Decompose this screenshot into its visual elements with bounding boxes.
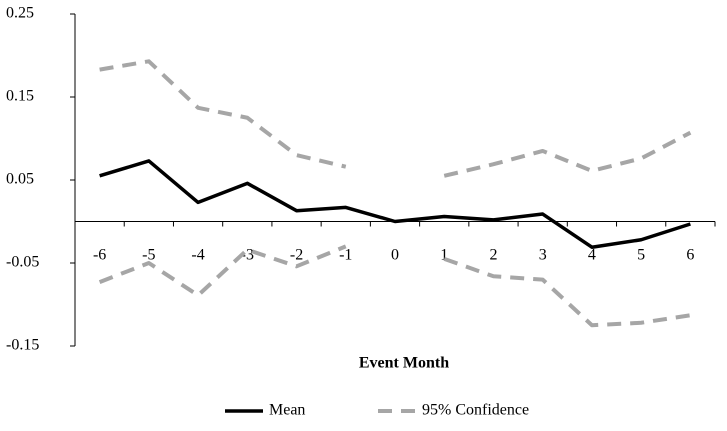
x-tick-label: -2 (290, 247, 303, 264)
x-tick-label: 1 (440, 247, 448, 264)
x-tick-label: -1 (339, 247, 352, 264)
series-line (99, 159, 691, 249)
series-line (98, 244, 691, 328)
y-tick-label: 0.15 (6, 88, 34, 105)
x-tick-label: 2 (489, 247, 497, 264)
x-tick-label: -5 (142, 247, 155, 264)
legend-label: Mean (269, 402, 305, 419)
y-tick-label: -0.15 (6, 337, 39, 354)
x-tick-label: 0 (391, 247, 399, 264)
x-tick-label: 6 (686, 247, 694, 264)
series-line (99, 59, 692, 178)
x-axis-title: Event Month (359, 355, 449, 372)
x-tick-label: 5 (637, 247, 645, 264)
x-tick-label: -6 (93, 247, 106, 264)
legend-label: 95% Confidence (422, 402, 529, 419)
x-tick-label: -4 (191, 247, 204, 264)
y-tick-label: -0.05 (6, 254, 39, 271)
x-tick-label: -3 (241, 247, 254, 264)
y-tick-label: 0.05 (6, 171, 34, 188)
x-tick-label: 4 (588, 247, 596, 264)
x-tick-label: 3 (539, 247, 547, 264)
y-tick-label: 0.25 (6, 5, 34, 22)
